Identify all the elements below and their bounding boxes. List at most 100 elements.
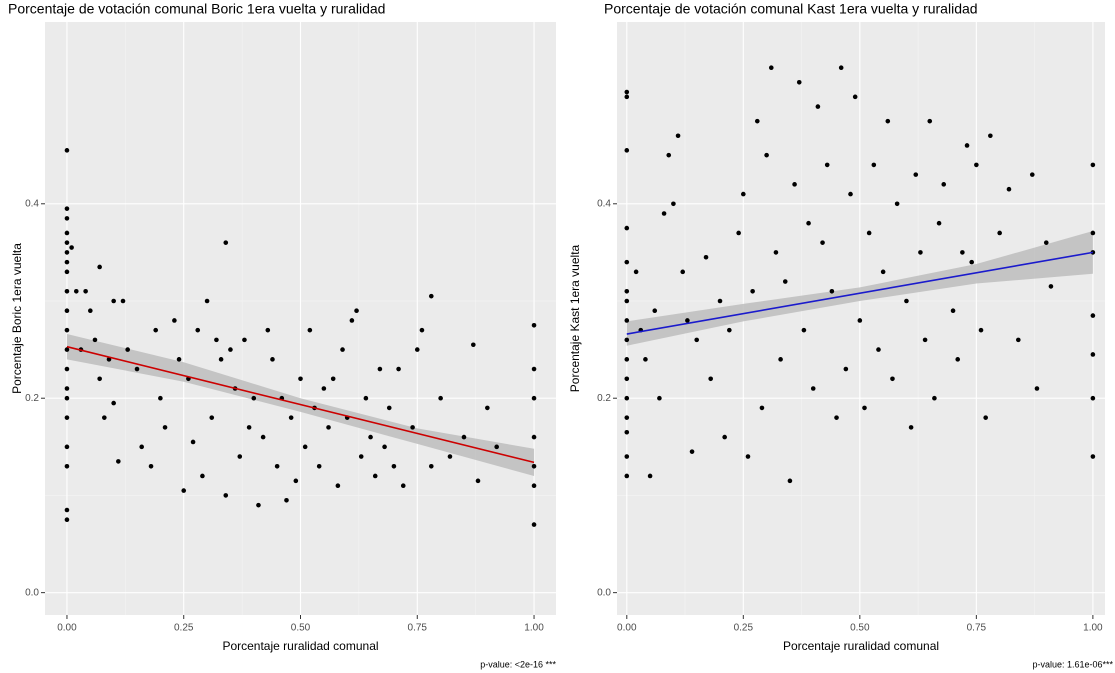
data-point [64, 269, 70, 275]
data-point [307, 327, 313, 333]
data-point [64, 517, 70, 523]
data-point [815, 104, 821, 109]
x-axis-title: Porcentaje ruralidad comunal [783, 639, 939, 653]
data-point [368, 434, 373, 440]
x-tick-label: 0.00 [617, 623, 637, 634]
data-point [918, 250, 923, 255]
data-point [64, 288, 70, 294]
data-point [829, 288, 835, 294]
data-point [652, 308, 658, 314]
data-point [932, 395, 937, 401]
data-point [471, 342, 476, 348]
data-point [1090, 230, 1096, 236]
data-point [871, 162, 877, 168]
data-point [624, 376, 630, 382]
data-point [410, 425, 415, 430]
x-tick-label: 0.00 [57, 623, 77, 634]
data-point [745, 454, 751, 459]
chart-title: Porcentaje de votación comunal Boric 1er… [8, 1, 385, 17]
data-point [689, 449, 695, 454]
data-point [960, 250, 965, 255]
data-point [111, 400, 116, 406]
data-point [955, 357, 961, 362]
data-point [274, 463, 280, 469]
data-point [260, 434, 266, 440]
data-point [438, 395, 443, 401]
x-axis-title: Porcentaje ruralidad comunal [222, 639, 378, 653]
data-point [531, 434, 537, 440]
data-point [391, 463, 397, 469]
data-point [1029, 172, 1035, 177]
data-point [778, 357, 783, 362]
data-point [862, 405, 867, 411]
data-point [326, 425, 331, 430]
data-point [736, 230, 741, 236]
data-point [428, 463, 434, 469]
data-point [214, 337, 219, 343]
x-tick-label: 1.00 [524, 623, 544, 634]
data-point [64, 240, 70, 245]
data-point [382, 444, 387, 450]
data-point [64, 230, 70, 236]
data-point [200, 473, 205, 479]
data-point [190, 439, 196, 445]
data-point [92, 337, 98, 343]
data-point [428, 293, 434, 299]
data-point [624, 318, 630, 323]
p-value-note: p-value: 1.61e-06*** [1032, 659, 1113, 669]
data-point [624, 395, 630, 401]
data-point [624, 454, 630, 459]
data-point [69, 245, 74, 250]
data-point [64, 463, 70, 469]
data-point [708, 376, 713, 382]
data-point [223, 493, 229, 498]
data-point [228, 347, 233, 352]
data-point [125, 347, 130, 352]
data-point [782, 279, 788, 284]
data-point [64, 507, 70, 513]
x-tick-label: 0.75 [967, 623, 987, 634]
data-point [950, 308, 956, 314]
data-point [321, 386, 327, 391]
data-point [908, 425, 914, 430]
regression-line [626, 251, 1094, 335]
data-point [1090, 454, 1096, 459]
data-point [657, 395, 662, 401]
data-point [806, 220, 811, 226]
data-point [904, 298, 909, 304]
data-point [148, 463, 154, 469]
data-point [843, 366, 849, 372]
data-point [624, 288, 630, 294]
data-point [218, 357, 224, 362]
data-point [671, 201, 676, 207]
data-point [997, 230, 1002, 236]
data-point [396, 366, 401, 372]
y-tick-label: 0.0 [25, 587, 39, 598]
data-point [102, 415, 107, 420]
data-point [116, 459, 121, 464]
data-point [624, 225, 630, 231]
data-point [848, 191, 853, 197]
data-point [1034, 386, 1040, 391]
data-point [927, 118, 933, 124]
data-point [64, 250, 70, 255]
data-point [251, 395, 257, 401]
data-point [796, 79, 802, 85]
chart-title: Porcentaje de votación comunal Kast 1era… [604, 1, 978, 17]
y-tick-label: 0.2 [597, 393, 611, 404]
data-point [88, 308, 93, 314]
data-point [139, 444, 144, 450]
data-point [83, 288, 88, 294]
data-point [340, 347, 345, 352]
data-point [936, 220, 942, 226]
data-point [1090, 162, 1096, 168]
data-point [643, 357, 648, 362]
data-point [354, 308, 359, 314]
data-point [768, 65, 774, 70]
data-point [727, 327, 732, 333]
data-point [475, 478, 481, 484]
data-point [265, 327, 271, 333]
data-point [624, 429, 630, 435]
data-point [485, 405, 490, 411]
data-point [964, 143, 970, 148]
